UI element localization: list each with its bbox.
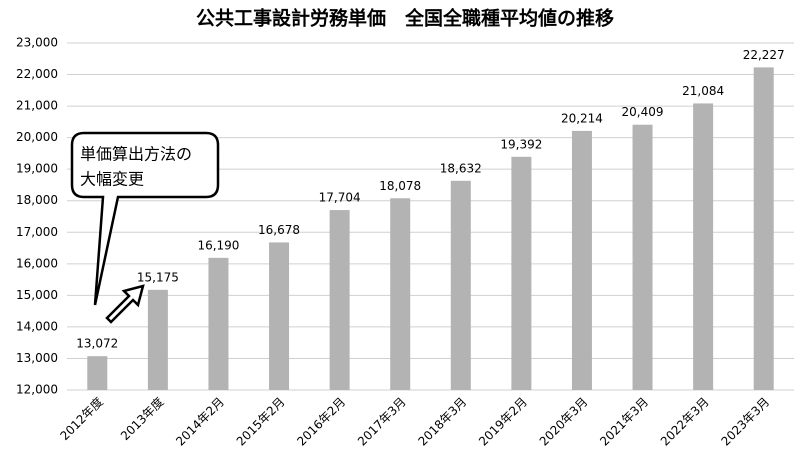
bar: [208, 257, 229, 390]
value-label: 13,072: [76, 337, 118, 351]
y-tick-label: 22,000: [16, 67, 58, 81]
y-tick-label: 16,000: [16, 256, 58, 270]
y-tick-label: 13,000: [16, 351, 58, 365]
callout-bubble: [70, 131, 220, 306]
bar: [632, 124, 653, 390]
y-tick-label: 14,000: [16, 319, 58, 333]
bar: [511, 156, 532, 390]
value-label: 20,409: [622, 105, 664, 119]
bar: [450, 180, 471, 390]
chart-title: 公共工事設計労務単価 全国全職種平均値の推移: [196, 7, 614, 30]
y-tick-label: 19,000: [16, 162, 58, 176]
callout-text: 大幅変更: [80, 170, 144, 189]
arrow: [105, 284, 145, 324]
bar: [329, 210, 350, 390]
bar: [571, 130, 592, 391]
bar: [390, 198, 411, 390]
bar: [753, 67, 774, 390]
callout-text: 単価算出方法の: [80, 145, 192, 164]
y-tick-label: 21,000: [16, 99, 58, 113]
y-tick-label: 23,000: [16, 36, 58, 50]
value-label: 16,190: [197, 238, 239, 252]
value-label: 22,227: [743, 48, 785, 62]
bar: [693, 103, 714, 390]
y-tick-label: 17,000: [16, 225, 58, 239]
value-label: 21,084: [682, 84, 724, 98]
bar: [269, 242, 290, 390]
value-label: 20,214: [561, 111, 603, 125]
y-tick-label: 20,000: [16, 130, 58, 144]
value-label: 17,704: [319, 191, 361, 205]
bar: [147, 289, 168, 390]
y-tick-label: 12,000: [16, 383, 58, 397]
y-tick-label: 18,000: [16, 193, 58, 207]
value-label: 15,175: [137, 270, 179, 284]
value-label: 18,078: [379, 179, 421, 193]
y-tick-label: 15,000: [16, 288, 58, 302]
value-label: 18,632: [440, 161, 482, 175]
bar: [87, 356, 108, 390]
value-label: 19,392: [500, 137, 542, 151]
value-label: 16,678: [258, 223, 300, 237]
